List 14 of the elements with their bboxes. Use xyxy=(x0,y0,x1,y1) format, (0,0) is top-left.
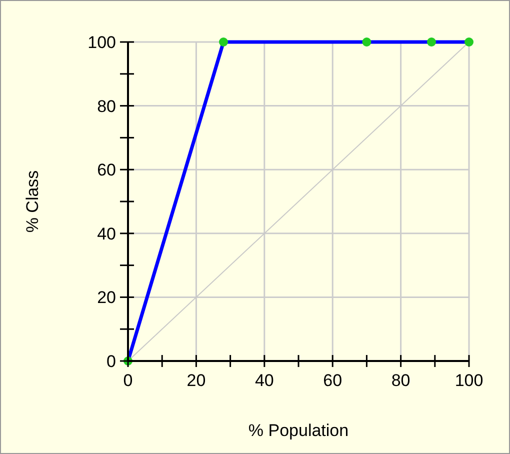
x-tick-label: 40 xyxy=(254,371,274,390)
y-tick-label: 0 xyxy=(106,352,116,371)
x-tick-label: 100 xyxy=(454,371,484,390)
x-tick-label: 0 xyxy=(123,371,133,390)
y-tick-label: 60 xyxy=(97,160,116,180)
x-axis-title: % Population xyxy=(248,421,349,440)
y-tick-label: 100 xyxy=(88,33,116,52)
y-tick-label: 80 xyxy=(97,96,116,116)
x-tick-label: 60 xyxy=(323,371,342,390)
y-tick-label: 40 xyxy=(97,224,116,244)
x-tick-label: 80 xyxy=(391,371,410,390)
y-tick-label: 20 xyxy=(97,288,116,308)
y-axis-title: % Class xyxy=(23,170,42,233)
x-tick-label: 20 xyxy=(186,371,206,390)
